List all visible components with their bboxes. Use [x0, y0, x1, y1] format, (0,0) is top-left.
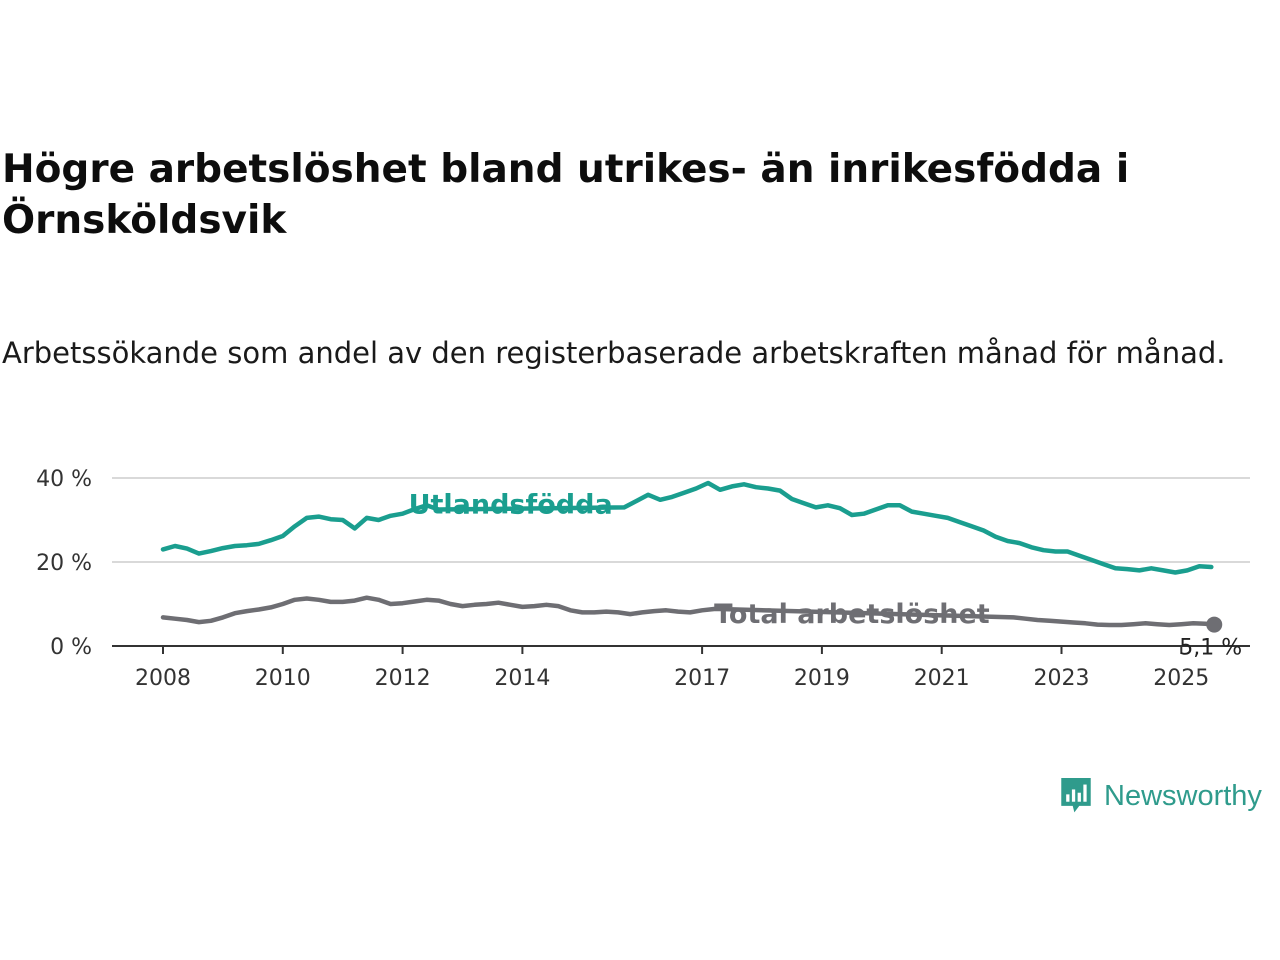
x-tick-label: 2014 — [494, 666, 550, 691]
x-tick-label: 2019 — [794, 666, 850, 691]
series-line-total-arbetsl-shet — [160, 595, 1217, 628]
series-line-utlandsf-dda — [160, 480, 1214, 575]
chart-title: Högre arbetslöshet bland utrikes- än inr… — [2, 147, 1130, 243]
x-tick-label: 2010 — [255, 666, 311, 691]
line-chart: 0 % 20 % 40 % 2008 2010 2012 2014 2017 2019 2021… — [36, 467, 1250, 691]
end-point-marker — [1206, 616, 1223, 633]
newsworthy-brand: Newsworthy — [1058, 774, 1262, 818]
chart-subtitle: Arbetssökande som andel av den registerb… — [2, 336, 1226, 370]
newsworthy-logo-icon — [1061, 778, 1091, 813]
x-tick-label: 2008 — [135, 666, 191, 691]
x-tick-label: 2025 — [1153, 666, 1209, 691]
x-tick-label: 2021 — [914, 666, 970, 691]
y-tick-label: 0 % — [50, 635, 92, 660]
series-label-utlandsfodda: Utlandsfödda — [409, 490, 613, 521]
y-tick-label: 20 % — [36, 551, 92, 576]
x-tick-label: 2017 — [674, 666, 730, 691]
x-tick-label: 2023 — [1034, 666, 1090, 691]
x-tick-label: 2012 — [375, 666, 431, 691]
brand-name: Newsworthy — [1104, 779, 1262, 812]
y-tick-label: 40 % — [36, 467, 92, 492]
series-label-total: Total arbetslöshet — [714, 599, 990, 630]
end-value-label: 5,1 % — [1179, 636, 1242, 661]
